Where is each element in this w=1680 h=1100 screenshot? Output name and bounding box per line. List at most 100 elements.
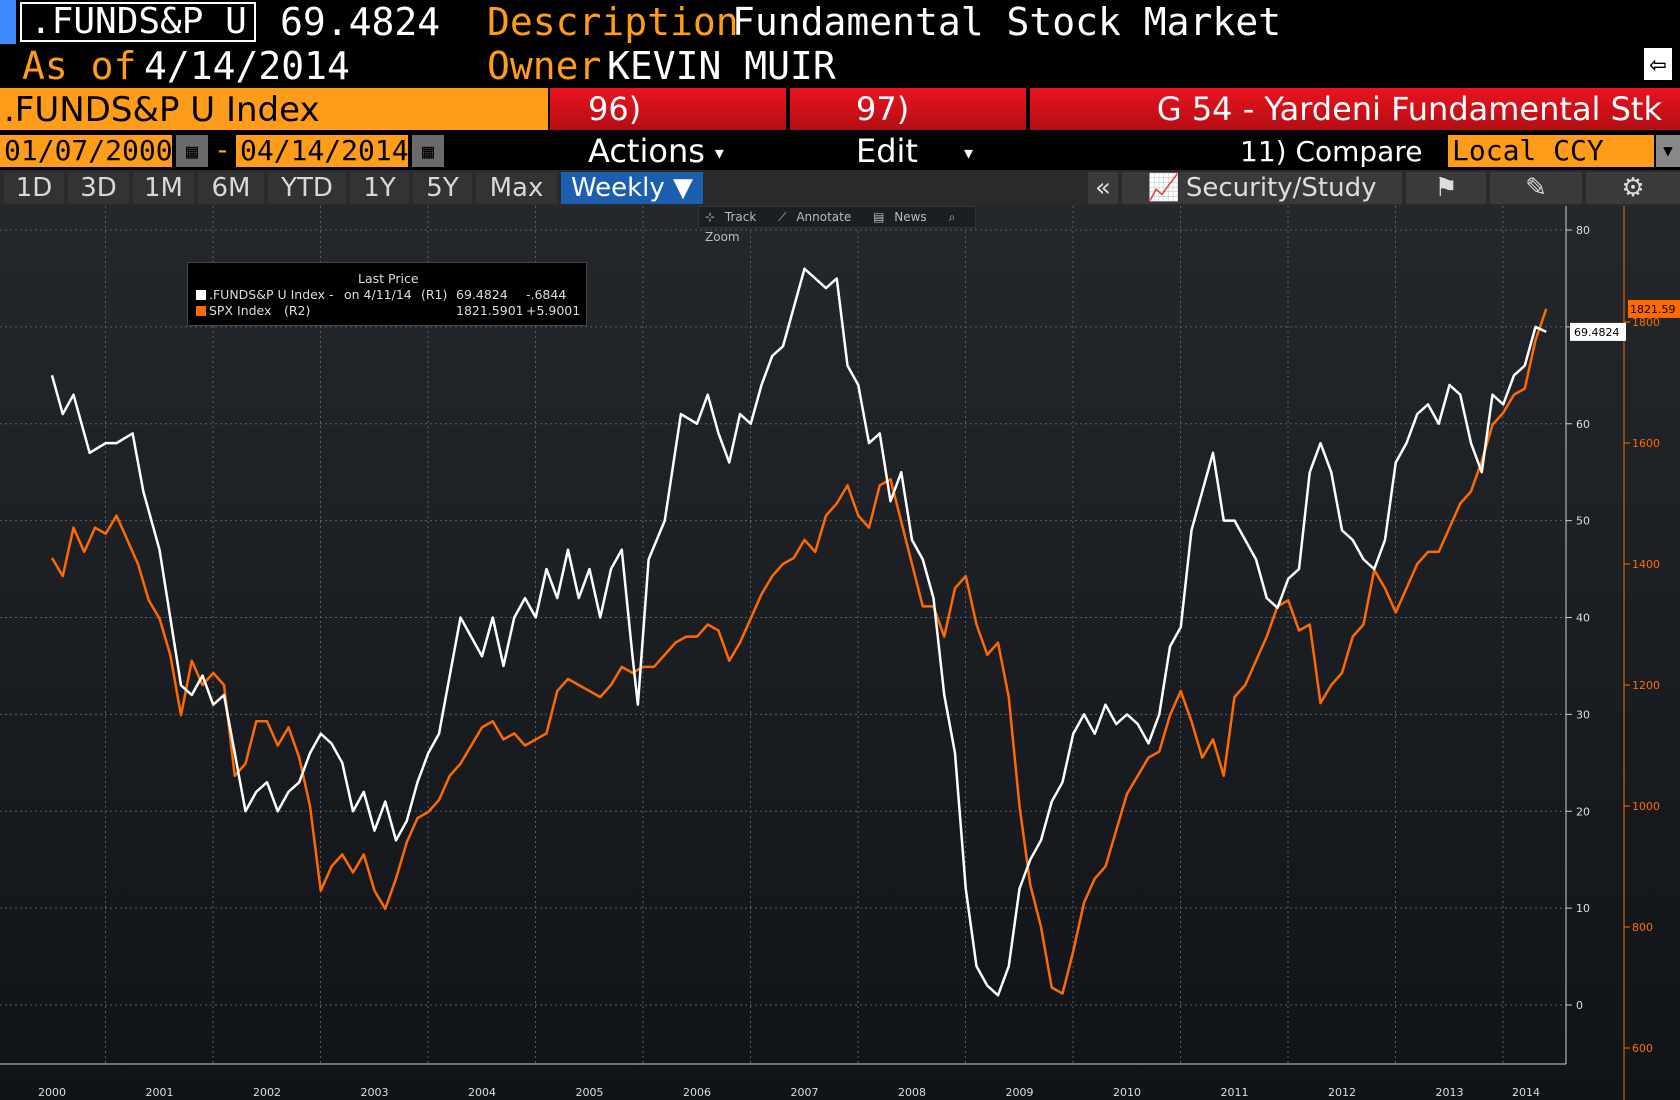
tab-max[interactable]: Max [476,172,557,204]
y1-tick-label: 80 [1576,224,1590,237]
actions-button[interactable]: 96) Actions ▾ [550,88,786,170]
spx-swatch [196,306,206,316]
description-label: Description [487,0,739,44]
period-select[interactable]: Weekly ▼ [561,172,703,204]
x-tick-label: 2001 [146,1086,174,1099]
annotate-label: Annotate [796,210,852,224]
price-value: 69.4824 [280,0,441,44]
end-date-input[interactable]: 04/14/2014 [236,135,409,167]
track-button[interactable]: ⊹ Track [705,210,757,224]
chart-title[interactable]: G 54 - Yardeni Fundamental Stk [1030,88,1680,130]
y1-tick-label: 20 [1576,805,1590,818]
chart-icon: 📈 [1147,173,1180,203]
x-tick-label: 2007 [791,1086,819,1099]
x-tick-label: 2008 [898,1086,926,1099]
y2-tick-label: 1400 [1632,558,1660,571]
price-chart: 0102030405060708060080010001200140016001… [0,206,1680,1100]
settings-gear-icon[interactable]: ⚙ [1586,172,1680,204]
y1-tick-label: 10 [1576,902,1590,915]
y1-tick-label: 0 [1576,999,1583,1012]
legend-funds-date: on 4/11/14 [344,287,412,302]
currency-select[interactable]: Local CCY [1448,135,1654,167]
y1-tick-label: 50 [1576,515,1590,528]
spx-series-line [50,308,1548,995]
start-date-input[interactable]: 01/07/2000 [0,135,173,167]
x-tick-label: 2006 [683,1086,711,1099]
x-tick-label: 2009 [1006,1086,1034,1099]
x-tick-label: 2012 [1328,1086,1356,1099]
index-name: .FUNDS&P U Index [0,88,548,130]
as-of-date: 4/14/2014 [144,44,350,88]
funds-swatch [196,290,206,300]
compare-button[interactable]: 11) Compare [1240,135,1423,168]
news-button[interactable]: ▤ News [873,210,927,224]
y1-tick-label: 60 [1576,418,1590,431]
chevron-down-icon[interactable]: ▼ [1656,135,1680,167]
legend-funds-axis: (R1) [421,287,448,302]
track-label: Track [724,210,757,224]
legend-title: Last Price [358,271,419,286]
y1-tick-label: 30 [1576,708,1590,721]
tab-1m[interactable]: 1M [133,172,194,204]
active-indicator [0,0,16,44]
tab-5y[interactable]: 5Y [413,172,472,204]
funds-last-label: 69.4824 [1574,326,1620,339]
x-tick-label: 2000 [38,1086,66,1099]
legend-spx-value: 1821.5901 [456,303,524,318]
owner-name: KEVIN MUIR [607,44,836,88]
x-tick-label: 2014 [1512,1086,1540,1099]
x-tick-label: 2003 [361,1086,389,1099]
back-arrow-icon[interactable]: ⇦ [1644,48,1672,80]
chart-legend: Last Price .FUNDS&P U Index - on 4/11/14… [187,262,587,326]
chevron-down-icon: ▾ [963,143,974,164]
zoom-button[interactable]: ⌕ Zoom [705,210,956,244]
x-tick-label: 2005 [576,1086,604,1099]
spx-last-badge [1628,299,1680,318]
edit-icon[interactable]: ✎ [1490,172,1582,204]
edit-button[interactable]: 97) Edit ▾ [790,88,1026,170]
x-tick-label: 2013 [1436,1086,1464,1099]
legend-funds-change: -.6844 [526,287,567,302]
legend-spx-axis: (R2) [284,303,311,318]
y2-tick-label: 1000 [1632,800,1660,813]
legend-funds-value: 69.4824 [456,287,508,302]
y2-tick-label: 600 [1632,1042,1653,1055]
legend-row-funds: .FUNDS&P U Index - [196,287,334,302]
x-tick-label: 2004 [468,1086,496,1099]
news-label: News [894,210,927,224]
y2-tick-label: 1600 [1632,437,1660,450]
calendar-icon[interactable]: ▦ [412,135,444,167]
y2-tick-label: 1200 [1632,679,1660,692]
funds-series-line [50,267,1547,997]
annotate-button[interactable]: ⟋ Annotate [778,210,852,224]
zoom-label: Zoom [705,230,740,244]
actions-label: 96) Actions [588,90,705,170]
tab-3d[interactable]: 3D [68,172,129,204]
x-tick-label: 2011 [1221,1086,1249,1099]
edit-label: 97) Edit [856,90,918,170]
security-study-label: Security/Study [1185,173,1377,203]
funds-last-badge [1570,322,1626,341]
tab-6m[interactable]: 6M [198,172,264,204]
owner-label: Owner [487,44,602,88]
legend-funds-name: .FUNDS&P U Index - [209,287,334,302]
tab-1y[interactable]: 1Y [350,172,409,204]
collapse-button[interactable]: « [1088,172,1118,204]
legend-spx-name: SPX Index [209,303,272,318]
calendar-icon[interactable]: ▦ [176,135,208,167]
y2-tick-label: 800 [1632,921,1653,934]
header-row-1 [0,0,1680,46]
security-study-button[interactable]: 📈 Security/Study [1122,172,1402,204]
x-tick-label: 2010 [1113,1086,1141,1099]
tab-1d[interactable]: 1D [4,172,64,204]
x-tick-label: 2002 [253,1086,281,1099]
ticker-input[interactable]: .FUNDS&P U [20,2,256,42]
chart-area[interactable]: 0102030405060708060080010001200140016001… [0,206,1680,1100]
y2-tick-label: 1800 [1632,316,1660,329]
tab-ytd[interactable]: YTD [268,172,346,204]
y1-tick-label: 40 [1576,612,1590,625]
date-separator: - [214,133,231,166]
chevron-down-icon: ▾ [714,143,724,164]
legend-row-spx: SPX Index [196,303,271,318]
flag-icon[interactable]: ⚑ [1406,172,1486,204]
